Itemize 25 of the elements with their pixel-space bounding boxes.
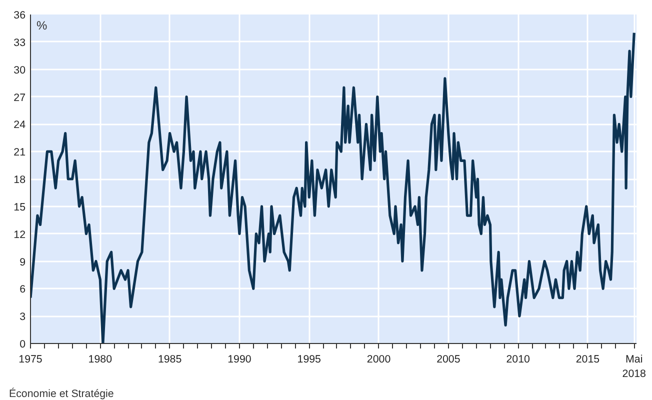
y-axis-title: % [36,18,48,32]
y-tick-label: 24 [14,119,26,132]
y-tick-label: 0 [20,338,26,350]
y-tick-label: 33 [14,36,26,49]
x-tick-label: 2010 [506,354,530,366]
y-tick-label: 21 [14,146,26,159]
x-tick-label: 1980 [88,354,112,366]
y-tick-label: 12 [14,228,26,241]
y-tick-label: 15 [14,201,26,214]
x-tick-label: 1995 [297,354,322,366]
x-tick-label: 1985 [158,354,182,366]
y-tick-label: 27 [14,92,26,104]
x-tick-label: 1990 [228,354,252,366]
y-tick-label: 3 [20,311,26,324]
y-tick-label: 9 [20,256,26,268]
x-tick-label: 2005 [436,354,460,366]
y-tick-label: 6 [20,284,26,296]
x-tick-label: 2000 [366,354,391,366]
x-tick-label: Mai 2018 [622,354,646,380]
x-tick-label: 1975 [18,354,42,366]
x-tick-label: 2015 [576,354,600,366]
y-tick-label: 30 [14,64,26,76]
text: Économie et Stratégie [9,387,114,400]
y-tick-label: 18 [14,174,26,186]
y-tick-label: 36 [14,10,26,22]
